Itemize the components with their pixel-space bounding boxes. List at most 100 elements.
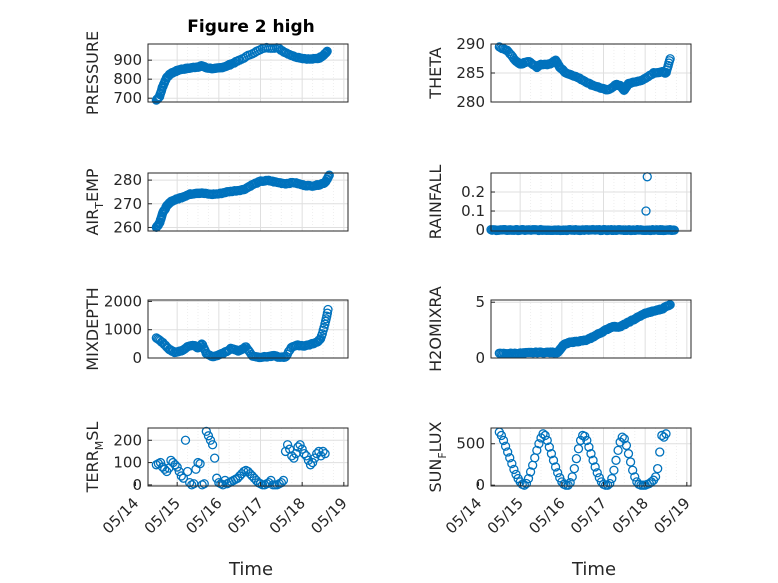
data-point [182,466,193,477]
y-label-subscript: M [93,441,106,451]
data-point [550,462,561,472]
data-point [523,473,534,484]
data-point [160,464,170,474]
y-axis-label: SUNFLUX [426,421,449,492]
plot-area [491,173,691,231]
data-point [199,479,209,489]
panel-theta: 280 285 290 THETA [426,35,692,111]
axes-box [147,172,349,232]
data-point [500,441,511,451]
axes-box [147,427,349,487]
y-axis-label: AIRTEMP [83,168,106,235]
data-point [521,478,532,489]
data-point [665,300,675,310]
data-point [318,446,328,457]
y-tick-label: 0 [475,476,485,494]
data-point [498,435,509,446]
data-point [320,449,330,459]
data-point [657,430,667,441]
x-tick-label: 05/16 [525,494,568,537]
y-tick-label: 800 [113,70,142,88]
panel-air_temp: 260 270 280 AIRTEMP [83,168,349,236]
y-tick-label: 285 [456,64,485,82]
data-point [172,462,182,472]
axes-box [147,299,349,359]
data-point [281,351,291,362]
y-label-rest: LUX [426,421,445,452]
data-point [605,478,615,489]
y-tick-label: 280 [113,171,142,189]
data-point [582,435,592,446]
y-label-main: AIR [83,209,102,236]
y-label-main: TERR [83,450,102,493]
data-point [573,444,584,454]
y-tick-label: 5 [475,293,485,311]
data-point [546,449,557,459]
data-point [322,46,332,56]
data-point [176,471,186,481]
data-point [323,304,333,315]
data-point [299,449,309,459]
data-point [314,446,324,457]
data-point [630,472,640,482]
data-point [170,460,180,470]
data-point [567,472,577,482]
y-tick-label: 2000 [104,292,142,310]
y-tick-label: 280 [456,93,485,111]
data-point [623,449,634,459]
x-tick-label: 05/19 [307,494,350,537]
data-point [584,442,594,452]
y-tick-label: 700 [113,89,142,107]
data-point [505,453,515,463]
y-tick-label: 200 [113,431,142,449]
x-tick-label: 05/15 [484,494,527,537]
data-point [507,458,517,469]
data-point [548,455,559,465]
data-point [532,445,542,456]
data-point [317,329,327,339]
axes-box [490,427,692,487]
y-axis-label: RAINFALL [426,165,445,240]
y-label-main: SUN [426,459,445,493]
data-point [496,430,507,441]
data-point [538,429,548,439]
x-tick-label: 05/14 [99,494,142,537]
figure-title: Figure 2 high [187,17,315,37]
data-point [621,440,632,451]
data-point [544,442,554,452]
data-point [185,478,195,488]
x-axis-label-left: Time [228,559,273,580]
panel-h2omixra: 0 5 H2OMIXRA [426,286,692,372]
data-point [203,431,214,441]
y-tick-label: 500 [456,435,485,453]
x-axis-label-right: Time [571,559,616,580]
data-point [650,472,661,482]
data-point [609,465,619,475]
data-point [289,453,299,463]
panel-rainfall: 00.10.2 RAINFALL [426,165,692,240]
data-point [195,459,205,469]
data-point [592,468,602,478]
data-point [565,478,575,488]
x-tick-label: 05/15 [141,494,184,537]
y-tick-label: 0.1 [461,202,485,220]
axes-box [490,299,692,359]
data-point [607,473,617,484]
data-point [540,430,550,441]
data-point [509,464,519,475]
data-point [276,478,286,488]
panel-terr_msl: 0100200TERRMSL05/1405/1505/1605/1705/180… [83,422,351,538]
data-point [210,453,220,463]
data-point [241,51,251,62]
data-point [661,429,671,439]
data-point [503,447,513,457]
data-point [155,457,166,468]
data-point [569,463,579,474]
x-tick-label: 05/18 [609,494,652,537]
data-point [301,451,311,461]
y-tick-label: 0 [475,221,485,239]
